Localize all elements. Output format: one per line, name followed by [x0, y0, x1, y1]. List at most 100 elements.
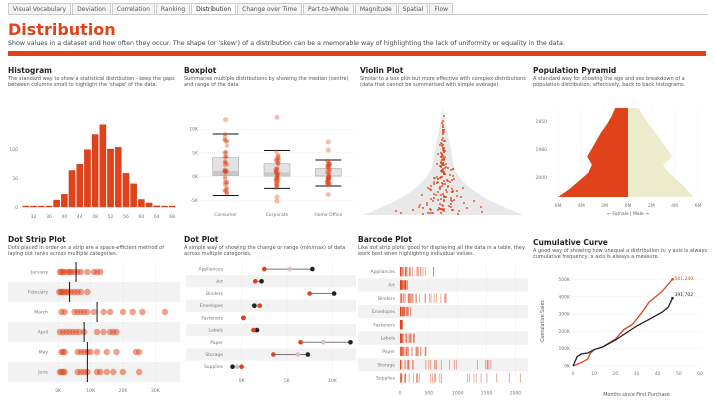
barcode-mark	[400, 333, 401, 343]
violin-dot	[442, 168, 444, 170]
barcode-mark	[400, 320, 402, 330]
x-tick-label: 0	[572, 371, 575, 377]
data-point	[326, 170, 331, 175]
strip-dot	[71, 268, 78, 276]
data-point	[223, 154, 229, 159]
barcode-mark	[400, 280, 402, 290]
x-tick-label: 36	[46, 214, 52, 220]
strip-dot	[90, 268, 98, 276]
data-point	[325, 174, 331, 179]
data-point	[223, 149, 229, 155]
tab-deviation[interactable]: Deviation	[72, 3, 111, 14]
barcode-mark	[402, 306, 404, 317]
dot-min	[261, 266, 267, 272]
violin-dot	[434, 177, 436, 179]
barcode-mark	[401, 280, 403, 290]
page-title: Distribution	[8, 20, 116, 39]
tab-magnitude[interactable]: Magnitude	[354, 3, 397, 14]
tab-change-over-time[interactable]: Change over Time	[237, 3, 303, 14]
barcode-mark	[400, 306, 402, 317]
barcode-mark	[400, 373, 402, 383]
data-point	[326, 163, 331, 169]
barcode-mark	[407, 306, 409, 317]
barcode-mark	[411, 293, 413, 303]
row-band	[358, 278, 528, 292]
barcode-mark	[400, 320, 401, 330]
barcode-mark	[406, 346, 408, 357]
tab-visual-vocabulary[interactable]: Visual Vocabulary	[8, 3, 72, 14]
barcode-mark	[400, 306, 401, 317]
strip-dot	[60, 288, 68, 296]
tab-distribution[interactable]: Distribution	[191, 3, 237, 14]
strip-dot	[63, 288, 70, 296]
barcode-mark	[406, 280, 408, 290]
violin-dot	[442, 124, 444, 126]
violin-dot	[442, 126, 444, 128]
barcode-mark	[405, 280, 407, 290]
barcode-mark	[400, 320, 402, 330]
dot-mid	[252, 303, 258, 309]
violin-dot	[473, 200, 475, 202]
data-point	[222, 137, 228, 142]
strip-dot	[77, 348, 85, 356]
dot-mid	[252, 279, 258, 284]
barcode-mark	[412, 293, 414, 303]
barcode-mark	[440, 293, 442, 303]
tab-correlation[interactable]: Correlation	[111, 3, 155, 14]
violin-dot	[442, 120, 444, 122]
barcode-mark	[400, 280, 402, 290]
x-tick-label: 32	[31, 214, 37, 220]
violin-dot	[452, 190, 454, 192]
barcode-mark	[401, 280, 403, 290]
tab-spatial[interactable]: Spatial	[397, 3, 429, 14]
violin-dot	[444, 150, 446, 152]
violin-dot	[442, 147, 444, 149]
violin-dot	[431, 212, 433, 214]
data-point	[326, 177, 332, 182]
barcode-mark	[417, 346, 419, 357]
violin-dot	[450, 197, 452, 199]
violin-dot	[441, 153, 443, 155]
strip-dot	[135, 368, 143, 376]
violin-dot	[435, 194, 437, 196]
violin-dot	[443, 147, 445, 149]
barcode-mark	[417, 346, 419, 357]
strip-dot	[59, 348, 67, 356]
data-point	[325, 166, 331, 171]
data-point	[274, 175, 280, 181]
strip-dot	[97, 368, 104, 376]
data-point	[274, 183, 280, 188]
data-point	[275, 166, 280, 171]
data-point	[325, 182, 331, 188]
tab-flow[interactable]: Flow	[429, 3, 454, 14]
tab-part-to-whole[interactable]: Part-to-Whole	[303, 3, 354, 14]
barcode-mark	[412, 360, 414, 370]
barcode-mark	[401, 373, 403, 383]
strip-dot	[56, 288, 63, 296]
histogram-bar	[138, 199, 145, 208]
barcode-mark	[411, 346, 413, 357]
barcode-mark	[401, 320, 403, 330]
barcode-mark	[401, 333, 403, 343]
violin-dot	[440, 156, 442, 158]
category-label: February	[28, 290, 48, 296]
barcode-mark	[400, 320, 401, 330]
violin-dot	[450, 203, 452, 205]
barcode-mark	[400, 320, 402, 330]
y-tick-label: 50	[12, 176, 18, 182]
barcode-mark	[420, 267, 422, 277]
row-band	[186, 324, 356, 337]
x-tick-label: 0K	[239, 378, 246, 384]
violin-dot	[443, 208, 445, 210]
strip-dot	[113, 348, 120, 356]
tab-ranking[interactable]: Ranking	[155, 3, 191, 14]
x-tick-label: 10K	[328, 378, 338, 384]
barcode-mark	[417, 346, 418, 357]
dot-mid	[320, 340, 326, 345]
data-point	[222, 137, 227, 142]
barcode-mark	[425, 267, 427, 277]
barcode-mark	[420, 346, 422, 357]
violin-dot	[442, 209, 444, 211]
category-label: Art	[216, 279, 223, 285]
barcode-mark	[400, 306, 401, 317]
